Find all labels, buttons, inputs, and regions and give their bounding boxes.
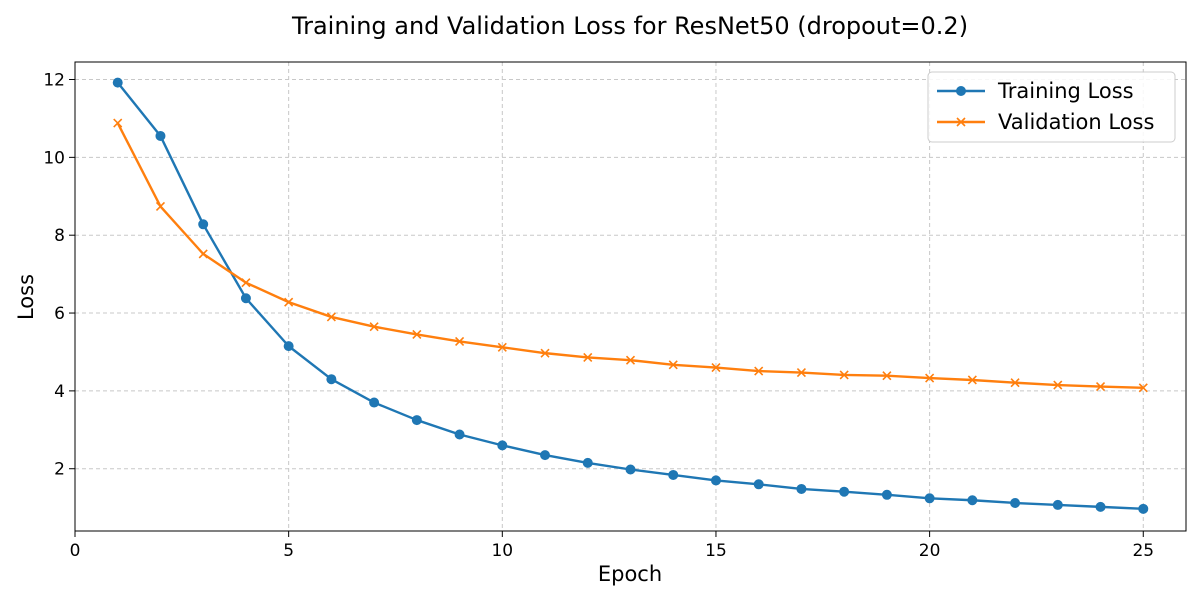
y-tick-label: 12 xyxy=(43,71,65,91)
legend-label-validation: Validation Loss xyxy=(998,110,1154,134)
training-loss-point xyxy=(1052,499,1063,510)
x-tick-label: 25 xyxy=(1132,541,1154,561)
training-loss-point xyxy=(497,440,508,451)
legend-marker-validation xyxy=(956,117,966,127)
legend-label-training: Training Loss xyxy=(997,79,1134,103)
x-tick-label: 10 xyxy=(491,541,513,561)
y-tick-label: 8 xyxy=(54,226,65,246)
validation-loss-point xyxy=(241,278,251,288)
validation-loss-point xyxy=(412,329,422,340)
training-loss-point xyxy=(839,486,850,497)
series-layer xyxy=(112,77,1149,514)
x-tick-label: 15 xyxy=(705,541,727,561)
validation-loss-point xyxy=(113,118,123,128)
validation-loss-point xyxy=(1095,382,1106,392)
training-loss-point xyxy=(283,341,294,352)
training-loss-point xyxy=(881,489,892,500)
x-tick-label: 0 xyxy=(70,541,81,561)
x-axis-label: Epoch xyxy=(598,562,662,586)
y-axis-label: Loss xyxy=(14,274,38,320)
y-tick-label: 2 xyxy=(54,460,65,480)
legend-box xyxy=(927,71,1176,143)
validation-loss-point xyxy=(583,352,593,362)
y-tick-label: 4 xyxy=(54,382,65,402)
training-loss-point xyxy=(753,479,764,490)
training-loss-series xyxy=(112,77,1149,514)
x-tick-label: 20 xyxy=(919,541,941,561)
validation-loss-point xyxy=(839,370,849,380)
training-loss-point xyxy=(198,219,209,230)
training-loss-point xyxy=(540,450,551,461)
validation-loss-point xyxy=(1138,383,1148,393)
validation-loss-point xyxy=(198,249,208,259)
y-tick-label: 6 xyxy=(54,304,65,324)
legend: Training Loss Validation Loss xyxy=(927,71,1176,143)
validation-loss-point xyxy=(882,371,892,381)
training-loss-point xyxy=(796,483,807,494)
plot-frame xyxy=(74,61,1187,532)
training-loss-point xyxy=(454,429,465,440)
legend-marker-training xyxy=(956,86,966,96)
validation-loss-point xyxy=(497,342,507,352)
training-loss-point xyxy=(112,77,123,88)
validation-loss-point xyxy=(1010,378,1020,388)
training-loss-point xyxy=(155,130,166,141)
validation-loss-point xyxy=(1053,380,1063,390)
training-loss-point xyxy=(582,457,593,468)
validation-loss-point xyxy=(967,375,977,385)
training-loss-point xyxy=(1010,497,1021,508)
validation-loss-point xyxy=(155,201,166,211)
validation-loss-point xyxy=(668,360,678,370)
training-loss-point xyxy=(1095,501,1106,512)
x-tick-label: 5 xyxy=(283,541,294,561)
axis-ticks: 0 5 10 15 20 25 2 4 6 8 10 12 xyxy=(43,71,1154,561)
validation-loss-point xyxy=(540,348,550,358)
validation-loss-point xyxy=(754,366,764,376)
training-loss-point xyxy=(369,397,380,408)
validation-loss-point xyxy=(455,336,465,347)
chart-title: Training and Validation Loss for ResNet5… xyxy=(291,12,968,40)
validation-loss-point xyxy=(326,312,336,322)
validation-loss-point xyxy=(369,322,379,332)
training-loss-point xyxy=(967,495,978,506)
training-loss-point xyxy=(625,464,636,475)
validation-loss-point xyxy=(796,368,806,378)
training-loss-point xyxy=(240,293,251,304)
validation-loss-point xyxy=(711,362,721,373)
validation-loss-point xyxy=(625,355,636,365)
y-tick-label: 10 xyxy=(43,148,65,168)
validation-loss-point xyxy=(284,297,294,307)
training-loss-point xyxy=(668,469,679,480)
training-loss-point xyxy=(1138,503,1149,514)
training-loss-point xyxy=(710,475,721,486)
validation-loss-point xyxy=(925,373,935,383)
training-loss-point xyxy=(924,493,935,504)
training-loss-point xyxy=(326,374,337,385)
validation-loss-series xyxy=(113,118,1148,393)
training-loss-point xyxy=(411,415,422,426)
